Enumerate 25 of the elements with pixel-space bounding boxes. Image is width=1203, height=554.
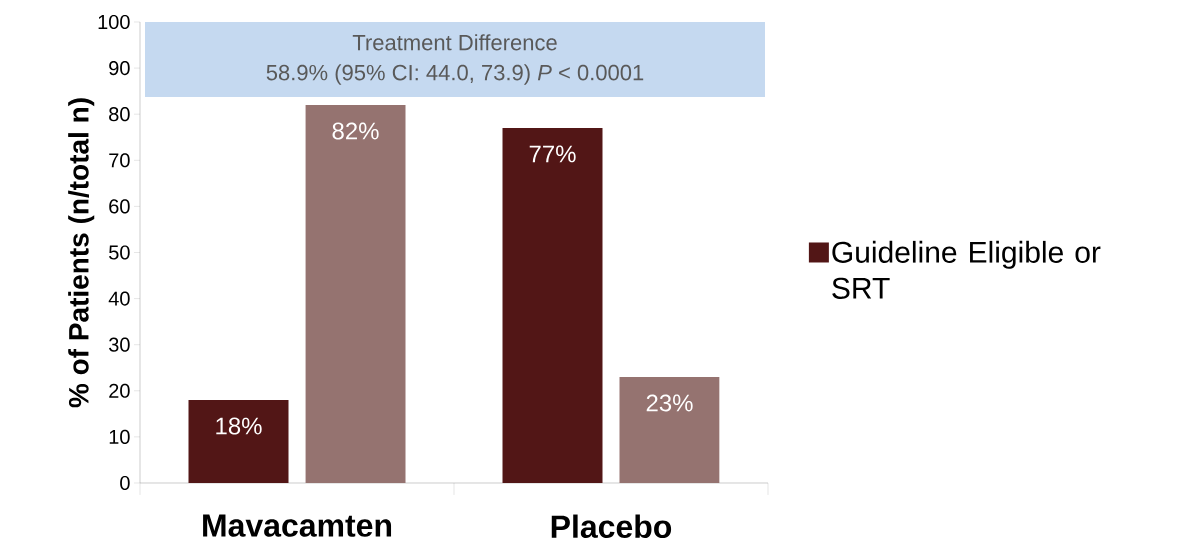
y-tick-label: 20	[109, 383, 130, 398]
y-tick-label: 40	[108, 291, 130, 306]
y-tick-label: 10	[109, 429, 130, 444]
annotation: 58.9% (95% CI: 44.0, 73.9) P < 0.0001	[266, 64, 644, 85]
data-label: 23%	[646, 394, 693, 412]
legend-label: Guideline Eligible or SRT	[832, 240, 1101, 299]
bar	[619, 376, 720, 483]
y-tick-label: 100	[98, 14, 130, 30]
y-tick-label: 30	[109, 337, 130, 352]
y-axis-title: % of Patients (n/total n)	[68, 98, 95, 408]
data-label: 82%	[332, 122, 379, 140]
annotation: Treatment Difference	[352, 34, 557, 51]
y-tick-label: 0	[120, 475, 130, 491]
data-label: 18%	[216, 417, 262, 435]
bar	[502, 128, 603, 483]
x-tick-label: Mavacamten	[203, 514, 392, 537]
y-tick-label: 50	[109, 245, 130, 260]
data-label: 77%	[529, 145, 576, 163]
bar	[188, 400, 289, 483]
y-tick-label: 70	[109, 153, 130, 168]
x-tick-label: Placebo	[551, 514, 672, 539]
y-tick-label: 60	[109, 199, 130, 214]
bar	[305, 104, 406, 483]
y-tick-label: 90	[109, 61, 130, 76]
y-tick-label: 80	[109, 107, 130, 122]
